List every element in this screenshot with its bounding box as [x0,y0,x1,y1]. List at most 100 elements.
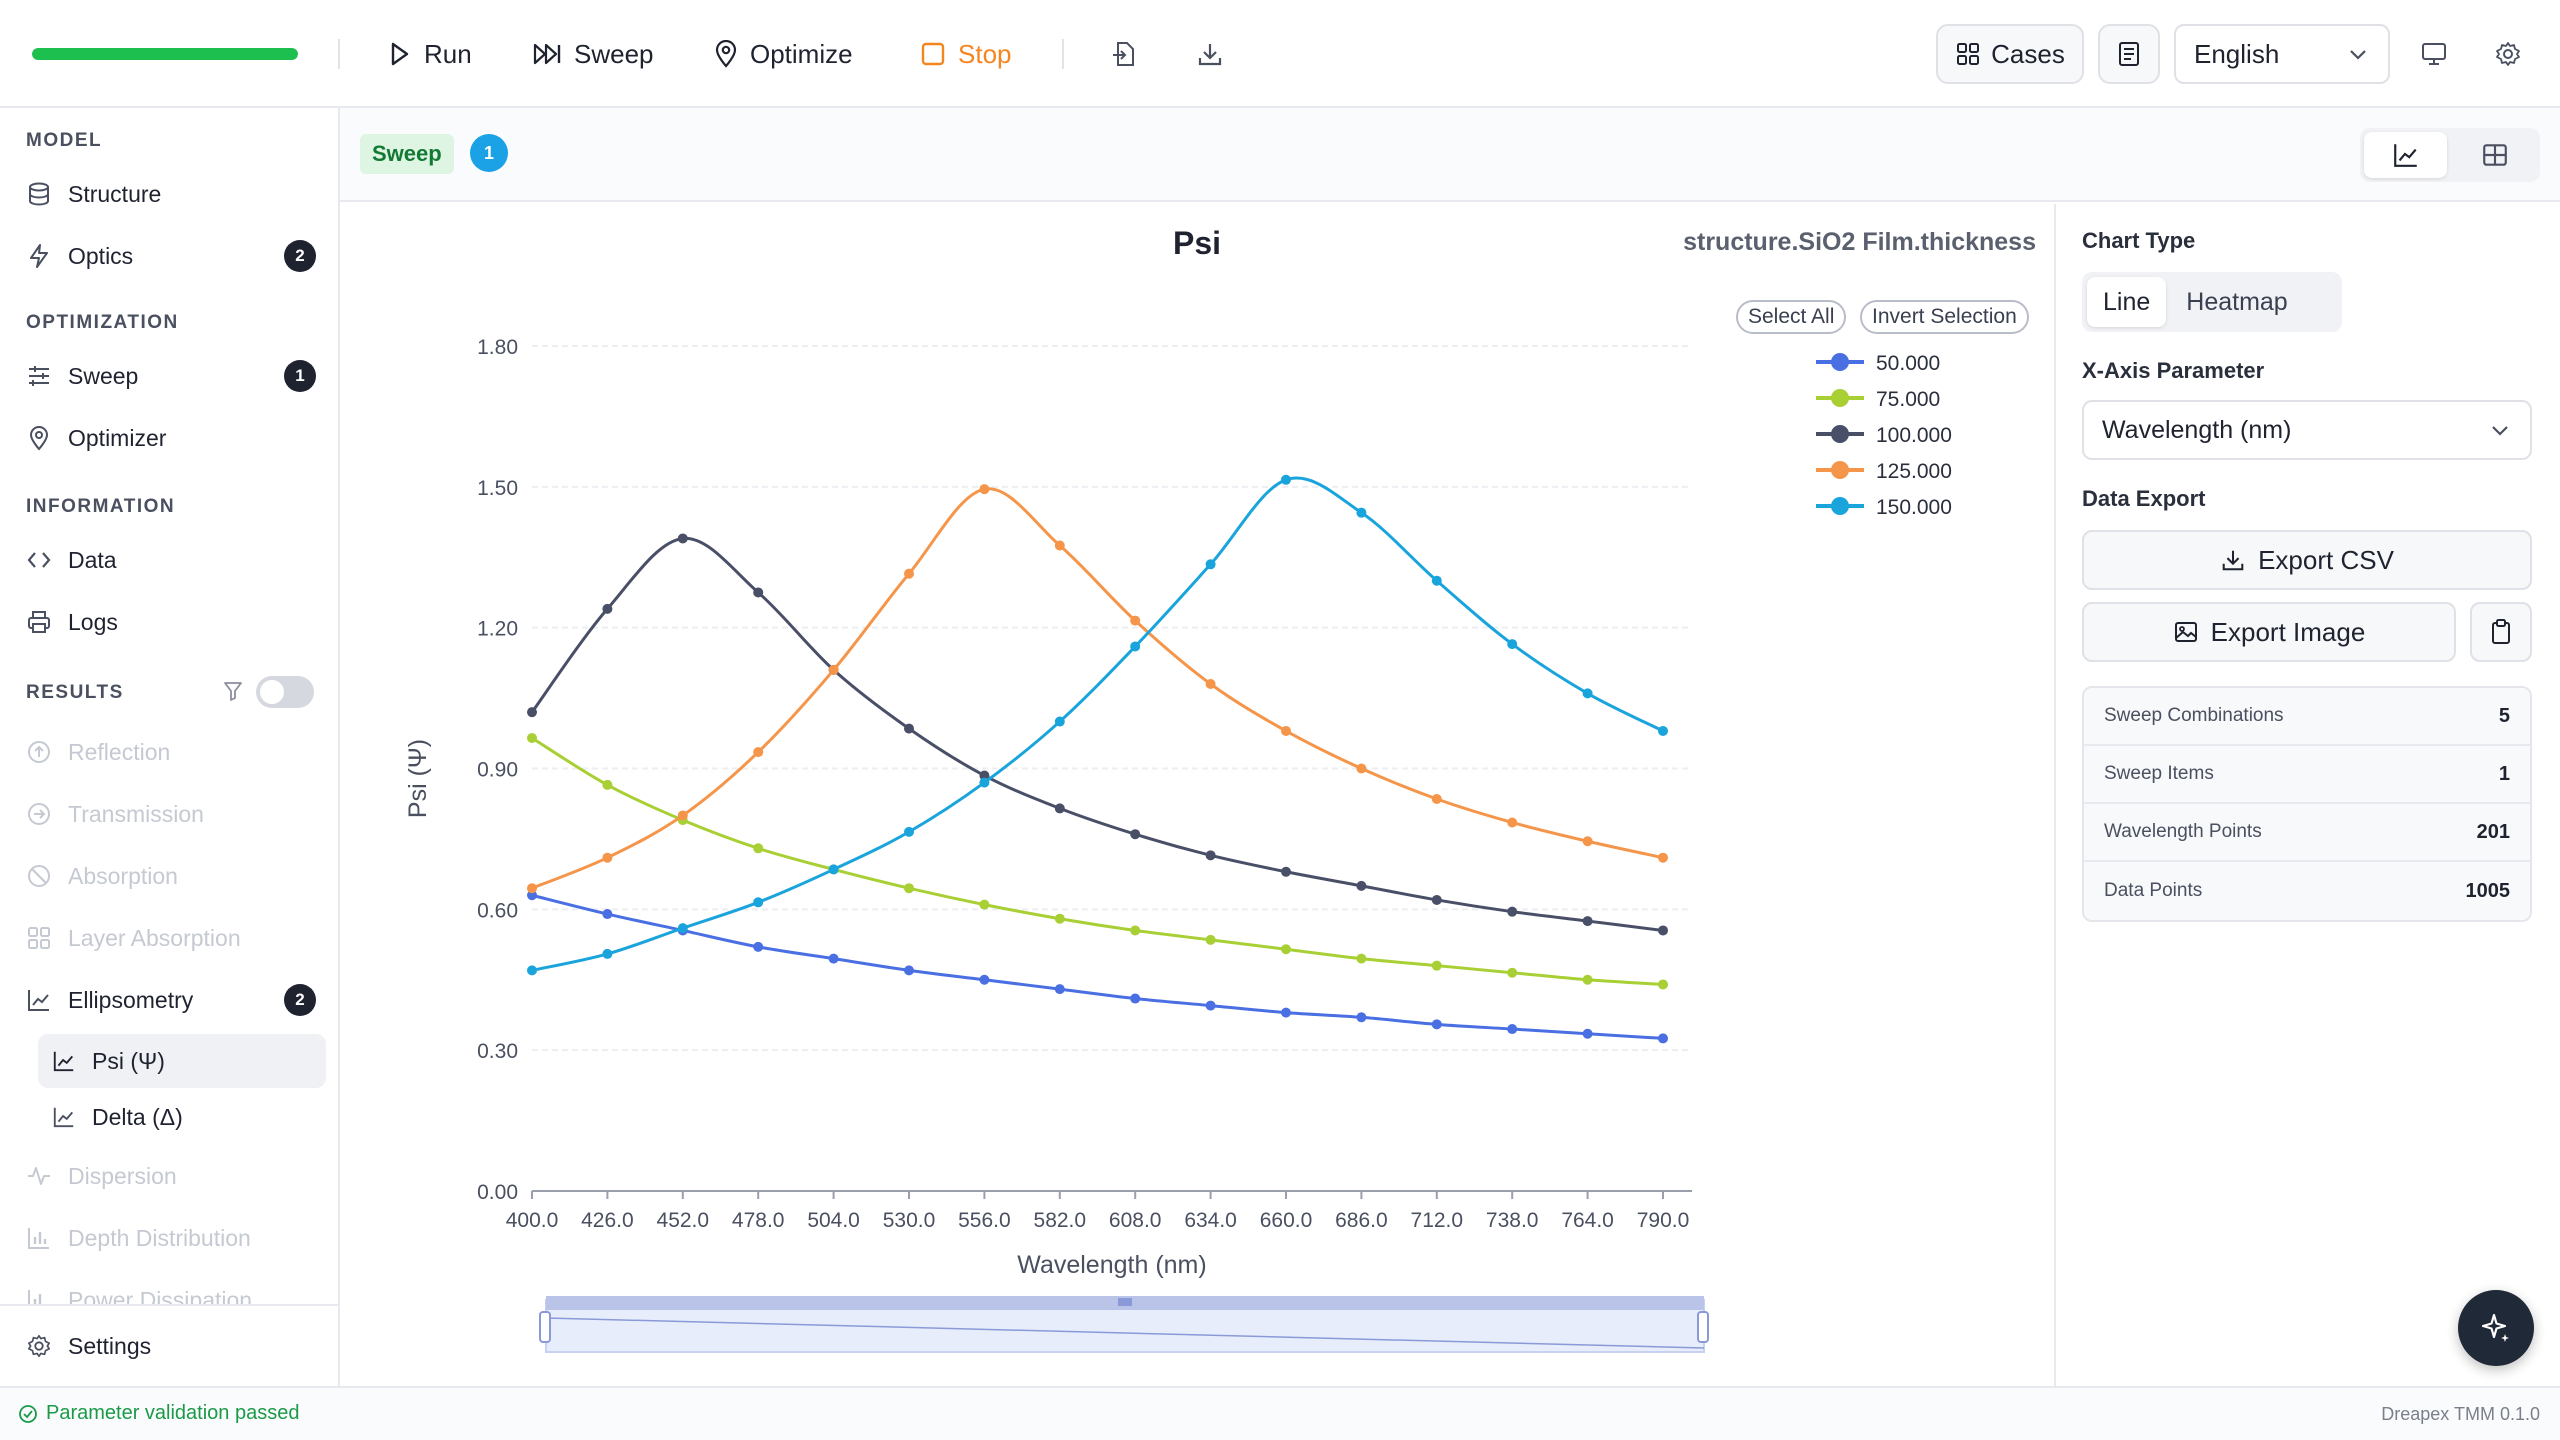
data-point [1356,880,1367,891]
data-point [1582,974,1593,985]
x-axis-label: Wavelength (nm) [1017,1251,1206,1279]
data-point [602,603,613,614]
data-point [1431,1019,1442,1030]
language-select[interactable]: English [2174,24,2390,84]
invert-selection-button[interactable]: Invert Selection [1860,300,2029,334]
export-csv-button[interactable]: Export CSV [2082,530,2532,590]
legend-marker [1831,389,1849,407]
sidebar-item-logs[interactable]: Logs [26,600,316,644]
cases-button[interactable]: Cases [1936,24,2084,84]
y-tick-label: 0.30 [477,1040,518,1063]
data-point [979,974,990,985]
chart-view-button[interactable] [2364,132,2447,178]
sidebar-item-label: Depth Distribution [68,1224,251,1251]
sidebar-item-psi[interactable]: Psi (Ψ) [38,1034,326,1088]
data-point [979,484,990,495]
sidebar-footer: Settings [0,1304,338,1386]
data-point [1356,507,1367,518]
display-button[interactable] [2414,34,2454,74]
psi-line-chart[interactable]: Psi structure.SiO2 Film.thickness 0.00 0.30… [340,204,2054,1386]
legend-label: 75.000 [1876,388,1940,411]
ellipsometry-count-badge: 2 [284,984,316,1016]
sidebar-item-label: Psi (Ψ) [92,1047,165,1074]
download-icon [2222,550,2244,571]
data-point [1281,474,1291,485]
sidebar-item-structure[interactable]: Structure [26,172,316,216]
language-select-value: English [2194,38,2280,69]
x-tick-label: 556.0 [958,1209,1011,1232]
results-subheader: Sweep 1 [340,108,2560,202]
data-point [1205,850,1216,861]
results-filter-toggle[interactable] [256,676,314,708]
data-point [1431,960,1442,971]
stop-button[interactable]: Stop [920,26,1012,82]
settings-button[interactable] [2488,34,2528,74]
series-line-50.000 [531,893,1664,1040]
export-image-button[interactable]: Export Image [2082,602,2456,662]
download-button[interactable] [1190,34,1230,74]
stat-value: 201 [2476,820,2510,843]
optimize-button[interactable]: Optimize [714,26,853,82]
y-axis-label: Psi (Ψ) [404,739,432,818]
ai-assistant-button[interactable] [2458,1290,2534,1366]
data-point [527,890,537,901]
sidebar-item-absorption: Absorption [26,854,316,898]
top-toolbar: Run Sweep Optimize Stop Cases English [0,0,2560,108]
sidebar-item-label: Data [68,546,117,573]
copy-image-button[interactable] [2470,602,2532,662]
chart-type-line[interactable]: Line [2087,277,2167,327]
status-message: Parameter validation passed [18,1402,299,1425]
data-point [1130,993,1141,1004]
data-point [1054,540,1065,551]
sidebar-item-optimizer[interactable]: Optimizer [26,416,316,460]
chart-panel: Psi structure.SiO2 Film.thickness 0.00 0.30… [340,204,2054,1386]
sweep-tag[interactable]: Sweep [360,134,454,174]
stop-square-icon [921,42,945,66]
data-point [753,843,764,854]
check-circle-icon [19,1404,37,1423]
stat-label: Data Points [2104,880,2203,901]
x-axis-parameter-select[interactable]: Wavelength (nm) [2082,400,2532,460]
select-all-button[interactable]: Select All [1736,300,1847,334]
sweep-button-label: Sweep [574,38,654,69]
x-tick-label: 504.0 [807,1209,860,1232]
toolbar-divider [338,39,340,69]
line-chart-icon [2393,144,2417,167]
sidebar-item-optics[interactable]: Optics 2 [26,234,316,278]
data-point [1582,836,1593,847]
sidebar-item-label: Delta (Δ) [92,1103,183,1130]
data-point [1130,925,1141,936]
notes-button[interactable] [2098,24,2160,84]
table-view-button[interactable] [2453,132,2536,178]
sidebar-item-layer-absorption: Layer Absorption [26,916,316,960]
run-button[interactable]: Run [388,26,472,82]
data-point [753,941,764,952]
sidebar-item-delta[interactable]: Delta (Δ) [38,1090,326,1144]
sidebar-item-ellipsometry[interactable]: Ellipsometry 2 [26,978,316,1022]
sidebar-item-data[interactable]: Data [26,538,316,582]
data-point [1054,716,1065,727]
data-point [979,770,990,781]
x-axis-parameter-label: X-Axis Parameter [2082,358,2265,383]
sweep-button[interactable]: Sweep [532,26,654,82]
import-button[interactable] [1104,34,1144,74]
data-point [677,533,688,544]
data-point [828,864,839,875]
x-tick-label: 478.0 [732,1209,785,1232]
data-point [1431,794,1442,805]
data-point [527,883,537,894]
data-point [904,568,914,579]
ban-icon [28,865,50,887]
filter-icon[interactable] [222,680,244,702]
sidebar-item-sweep[interactable]: Sweep 1 [26,354,316,398]
data-point [602,909,613,920]
image-icon [2174,622,2197,642]
sparkle-icon [2481,1313,2509,1342]
stat-label: Sweep Combinations [2104,705,2284,726]
status-bar: Parameter validation passed Dreapex TMM … [0,1386,2560,1440]
data-point [1507,817,1518,828]
chart-type-heatmap[interactable]: Heatmap [2186,287,2288,316]
sidebar-item-settings[interactable]: Settings [26,1324,316,1368]
data-point [1356,763,1367,774]
legend-marker [1831,497,1849,515]
